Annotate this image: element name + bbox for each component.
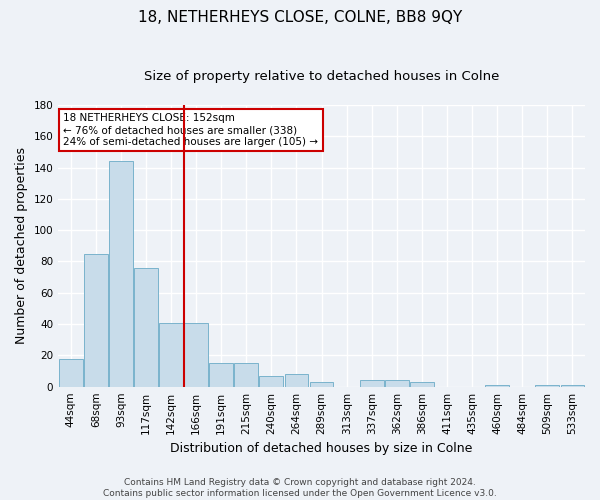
Bar <box>284 374 308 386</box>
Title: Size of property relative to detached houses in Colne: Size of property relative to detached ho… <box>144 70 499 83</box>
Bar <box>184 322 208 386</box>
Bar <box>109 162 133 386</box>
Bar <box>209 363 233 386</box>
Bar <box>84 254 108 386</box>
Bar <box>485 385 509 386</box>
Bar <box>59 358 83 386</box>
Bar <box>159 322 183 386</box>
Bar <box>535 385 559 386</box>
Bar <box>235 363 258 386</box>
Bar <box>259 376 283 386</box>
Text: 18, NETHERHEYS CLOSE, COLNE, BB8 9QY: 18, NETHERHEYS CLOSE, COLNE, BB8 9QY <box>138 10 462 25</box>
Y-axis label: Number of detached properties: Number of detached properties <box>15 148 28 344</box>
X-axis label: Distribution of detached houses by size in Colne: Distribution of detached houses by size … <box>170 442 473 455</box>
Text: Contains HM Land Registry data © Crown copyright and database right 2024.
Contai: Contains HM Land Registry data © Crown c… <box>103 478 497 498</box>
Text: 18 NETHERHEYS CLOSE: 152sqm
← 76% of detached houses are smaller (338)
24% of se: 18 NETHERHEYS CLOSE: 152sqm ← 76% of det… <box>64 114 319 146</box>
Bar <box>360 380 383 386</box>
Bar <box>310 382 334 386</box>
Bar <box>560 385 584 386</box>
Bar <box>385 380 409 386</box>
Bar <box>410 382 434 386</box>
Bar <box>134 268 158 386</box>
